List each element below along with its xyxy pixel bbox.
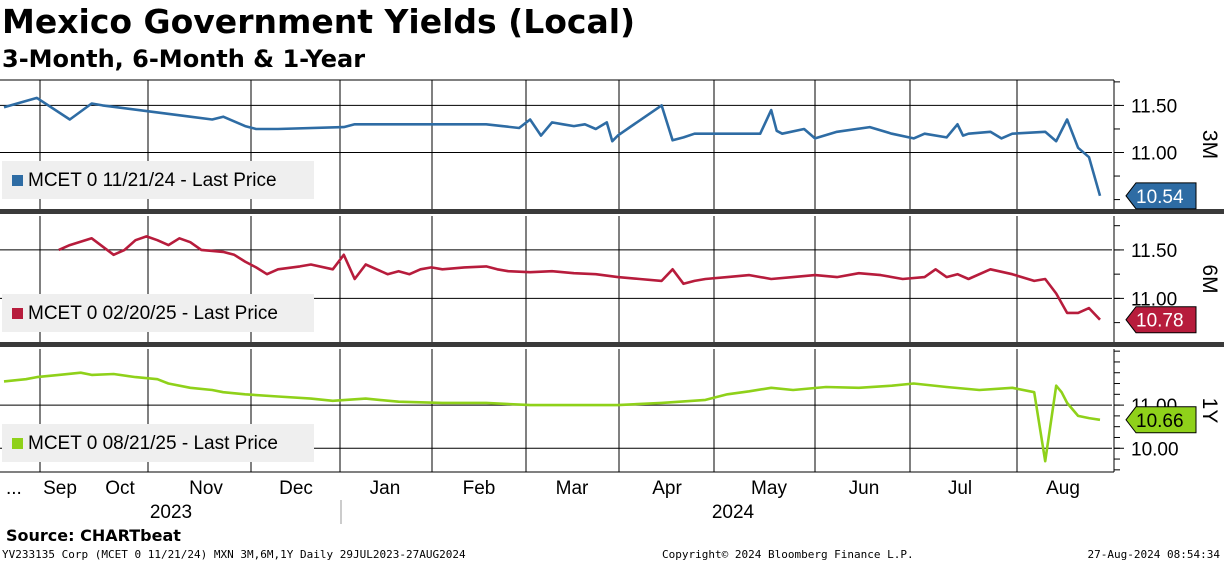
last-price-label: 10.54 (1136, 187, 1184, 208)
series-line-6M (58, 235, 1101, 321)
legend-label: MCET 0 08/21/25 - Last Price (28, 433, 278, 454)
chart-title: Mexico Government Yields (Local) (2, 2, 636, 41)
x-year-label: 2024 (712, 502, 755, 523)
x-month-label: Jul (948, 478, 972, 499)
panel-separator (0, 209, 1224, 214)
last-price-tag (1125, 182, 1197, 210)
panel-axis-title: 6M (1198, 264, 1221, 293)
legend-label: MCET 0 02/20/25 - Last Price (28, 303, 278, 324)
legend-box (2, 161, 314, 199)
x-month-label: Sep (43, 478, 77, 499)
y-tick-label: 11.00 (1131, 289, 1177, 310)
panel-axis-title: 1Y (1198, 398, 1221, 424)
y-tick-label: 11.50 (1131, 96, 1177, 117)
last-price-label: 10.78 (1136, 311, 1184, 332)
source-note: Source: CHARTbeat (6, 526, 181, 545)
footer-copyright: Copyright© 2024 Bloomberg Finance L.P. (662, 548, 914, 561)
x-month-label: Jan (370, 478, 401, 499)
legend-label: MCET 0 11/21/24 - Last Price (28, 170, 277, 191)
y-tick-label: 11.50 (1131, 241, 1177, 262)
chart-subtitle: 3-Month, 6-Month & 1-Year (2, 45, 366, 73)
series-line-1Y (3, 371, 1101, 463)
x-month-label: Feb (463, 478, 496, 499)
last-price-tag (1125, 306, 1197, 334)
legend-swatch (12, 438, 23, 449)
x-month-label: Aug (1046, 478, 1080, 499)
legend-swatch (12, 308, 23, 319)
x-month-label: Jun (849, 478, 880, 499)
x-month-label: Mar (556, 478, 589, 499)
last-price-tag (1125, 406, 1197, 434)
panel-separator (0, 342, 1224, 347)
footer-ticker-info: YV233135 Corp (MCET 0 11/21/24) MXN 3M,6… (2, 548, 466, 561)
y-tick-label: 11.00 (1131, 144, 1177, 165)
x-month-label: Oct (105, 478, 135, 499)
legend-box (2, 294, 314, 332)
x-year-label: 2023 (150, 502, 192, 523)
y-tick-label: 10.00 (1131, 439, 1179, 460)
series-line-3M (3, 96, 1102, 197)
panel-axis-title: 3M (1198, 130, 1221, 159)
x-month-label: Nov (189, 478, 223, 499)
x-month-label: May (751, 478, 787, 499)
x-month-label: Apr (652, 478, 682, 499)
x-month-label: Dec (279, 478, 313, 499)
legend-box (2, 424, 314, 462)
x-leading-label: ... (6, 478, 22, 499)
legend-swatch (12, 175, 23, 186)
last-price-label: 10.66 (1136, 411, 1184, 432)
footer-timestamp: 27-Aug-2024 08:54:34 (1087, 548, 1220, 561)
